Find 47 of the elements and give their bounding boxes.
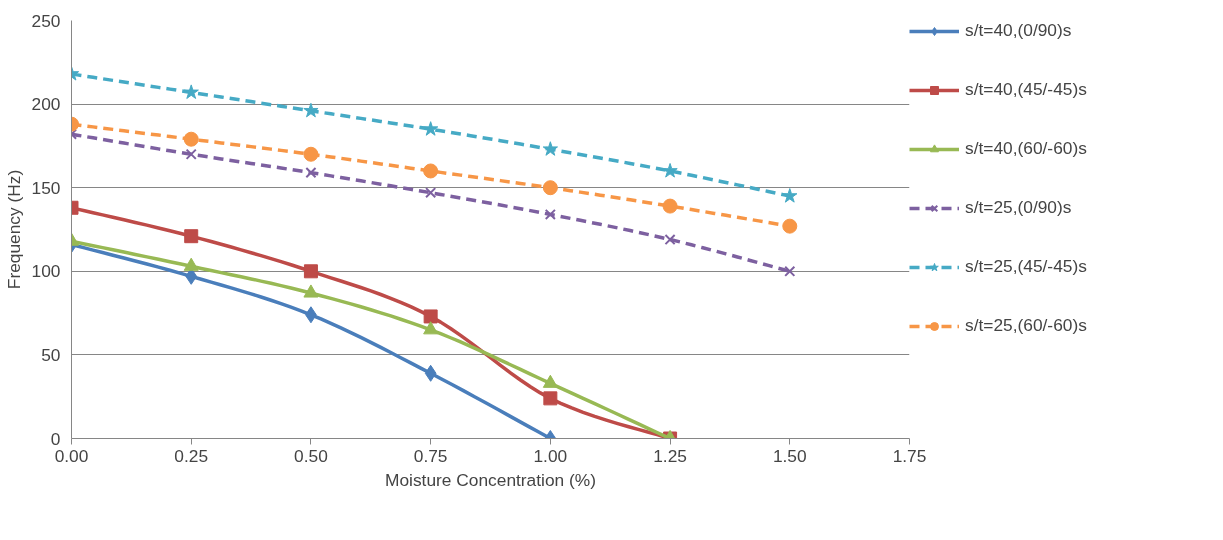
point [544,208,556,221]
point [423,121,439,136]
x-tick-label: 0.25 [174,445,209,466]
x-tick-label: 1.75 [892,445,927,466]
point [183,84,199,99]
legend-label: s/t=25,(60/-60)s [965,315,1087,336]
y-tick-label: 150 [31,177,61,198]
y-tick-label: 250 [31,10,61,31]
y-axis-title: Frequency (Hz) [3,169,24,290]
y-tick-label: 50 [41,344,61,365]
point [784,265,796,277]
point [782,218,798,234]
y-tick-label: 200 [31,94,61,115]
x-tick-label: 0.75 [413,445,448,466]
point [305,167,317,179]
legend-label: s/t=25,(0/90)s [965,197,1072,218]
point [542,180,558,196]
point [424,364,437,382]
point [184,229,199,244]
point [185,148,197,160]
point [303,264,318,279]
point [782,188,798,203]
point [423,309,438,324]
point [543,391,558,406]
point [662,162,678,178]
point [425,187,437,199]
point [303,284,319,298]
point [542,374,558,388]
legend-label: s/t=25,(45/-45)s [965,256,1087,277]
legend-label: s/t=40,(45/-45)s [965,79,1087,100]
legend-label: s/t=40,(0/90)s [965,20,1072,41]
point [183,131,199,147]
x-axis-title: Moisture Concentration (%) [385,469,596,490]
x-tick-label: 1.00 [533,445,568,466]
x-tick-label: 1.25 [653,445,687,466]
point [303,102,319,118]
point [662,198,678,214]
point [183,257,199,271]
point [542,141,558,156]
point [664,233,676,246]
point [423,321,439,335]
point [303,146,319,162]
y-tick-label: 100 [31,261,61,282]
x-tick-label: 1.50 [772,445,807,466]
legend-label: s/t=40,(60/-60)s [965,138,1087,159]
point [423,163,439,179]
x-tick-label: 0.50 [294,445,328,466]
